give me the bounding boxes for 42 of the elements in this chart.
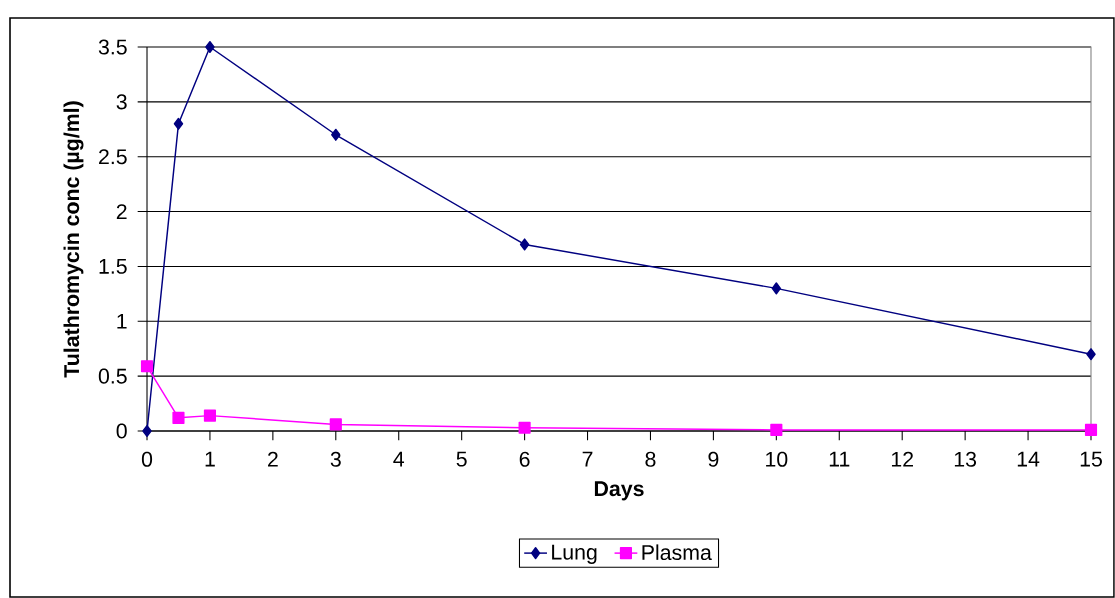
x-tick-label: 9: [708, 451, 719, 467]
point: [331, 128, 341, 141]
x-tick-label: 6: [519, 451, 530, 467]
x-tick-label: 0: [141, 451, 153, 467]
x-tick-label: 8: [645, 451, 656, 467]
x-tick-label: 2: [268, 451, 278, 467]
point: [140, 360, 154, 373]
x-tick-label: 4: [393, 451, 405, 467]
y-tick-label: 3.5: [98, 39, 127, 55]
x-tick-label: 3: [330, 451, 341, 467]
point: [771, 282, 782, 295]
x-tick-label: 7: [582, 451, 593, 467]
point: [1084, 423, 1098, 436]
x-axis-title: Days: [594, 481, 644, 501]
x-tick-label: 11: [829, 451, 850, 467]
x-tick-label: 15: [1080, 451, 1102, 467]
x-tick-label: 1: [205, 451, 215, 467]
point: [203, 409, 217, 422]
x-tick-label: 13: [954, 451, 977, 467]
x-tick-label: 5: [456, 451, 467, 467]
point: [172, 411, 185, 424]
point: [518, 421, 531, 434]
point: [519, 238, 530, 251]
point: [329, 418, 342, 431]
y-tick-label: 2: [116, 204, 127, 220]
y-tick-label: 0.5: [98, 368, 127, 384]
point: [142, 424, 152, 438]
y-tick-label: 0: [116, 423, 127, 439]
point: [770, 423, 783, 436]
x-tick-label: 14: [1017, 451, 1040, 467]
point: [173, 117, 184, 130]
y-tick-label: 1: [117, 313, 127, 329]
legend-label: Lung: [552, 544, 597, 564]
x-tick-label: 12: [891, 451, 913, 467]
point: [205, 40, 215, 54]
y-tick-label: 2.5: [99, 149, 127, 165]
x-tick-label: 10: [766, 451, 788, 467]
y-axis-title: Tulathromycin conc (µg/ml): [63, 101, 84, 378]
legend-label: Plasma: [642, 544, 712, 561]
y-tick-label: 3: [116, 94, 127, 110]
y-tick-label: 1.5: [99, 258, 127, 274]
point: [1086, 348, 1096, 361]
